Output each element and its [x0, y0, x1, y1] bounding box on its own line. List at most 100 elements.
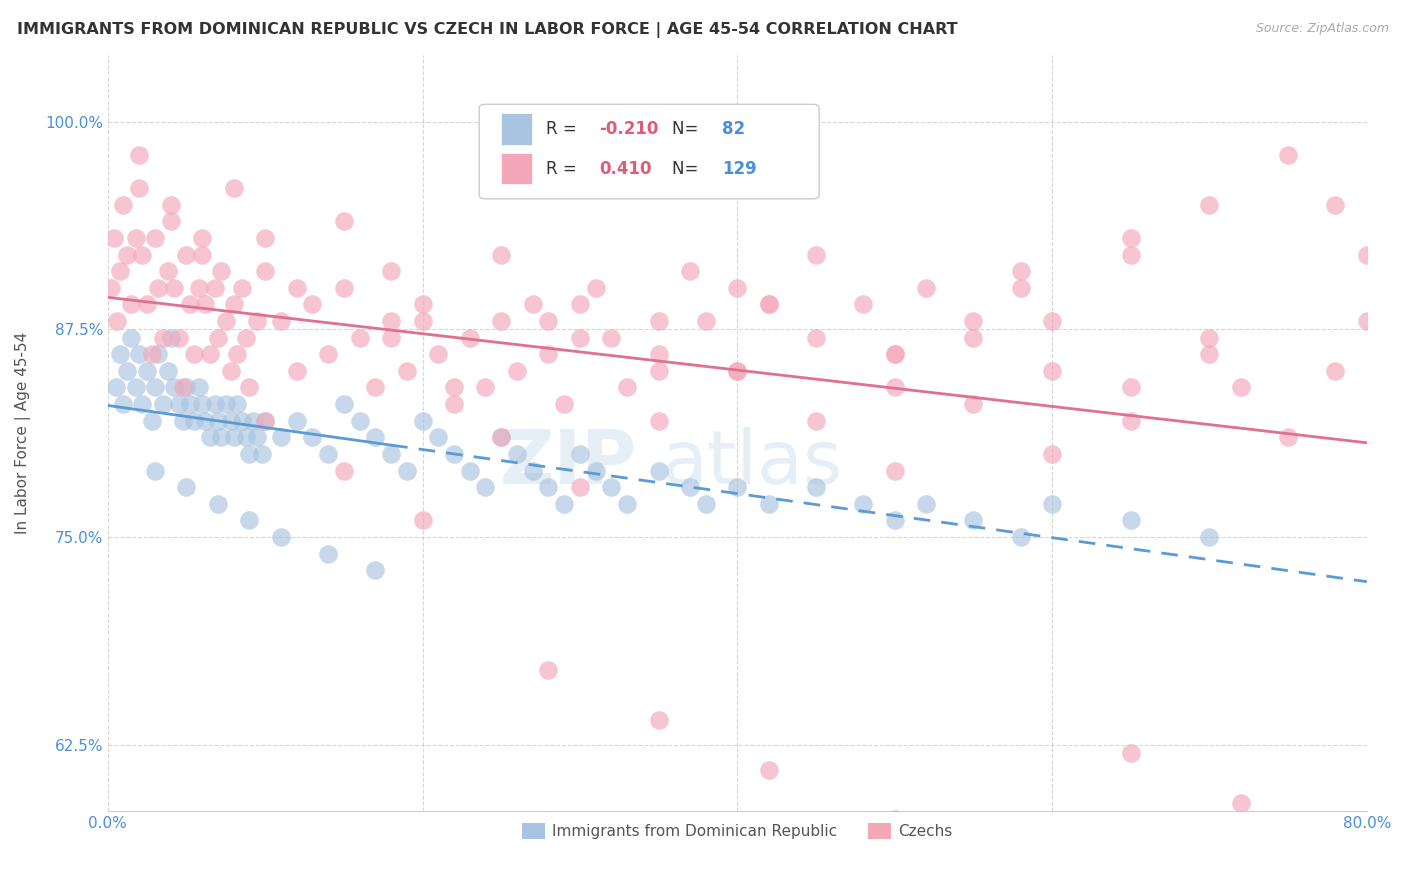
Point	[1119, 414, 1142, 428]
Point	[616, 497, 638, 511]
Point	[883, 813, 905, 827]
Point	[1040, 497, 1063, 511]
Point	[235, 330, 257, 344]
Point	[962, 330, 984, 344]
Point	[568, 297, 591, 311]
Point	[167, 330, 190, 344]
Point	[128, 347, 150, 361]
Point	[238, 447, 260, 461]
Text: ZIP: ZIP	[499, 427, 637, 500]
Point	[883, 380, 905, 394]
Point	[412, 513, 434, 527]
Point	[522, 297, 544, 311]
Point	[254, 264, 277, 278]
Point	[537, 314, 560, 328]
Point	[188, 281, 211, 295]
Point	[395, 464, 418, 478]
Point	[600, 330, 623, 344]
Point	[537, 480, 560, 494]
Point	[427, 347, 450, 361]
Point	[250, 447, 273, 461]
Point	[962, 513, 984, 527]
Point	[852, 497, 875, 511]
Point	[301, 297, 323, 311]
FancyBboxPatch shape	[479, 104, 820, 199]
Point	[725, 364, 748, 378]
Point	[1324, 846, 1347, 860]
Point	[1010, 530, 1032, 544]
Text: 82: 82	[723, 120, 745, 138]
Point	[758, 497, 780, 511]
Point	[176, 380, 198, 394]
Point	[141, 414, 163, 428]
Point	[254, 414, 277, 428]
Point	[131, 397, 153, 411]
Point	[141, 347, 163, 361]
Point	[270, 430, 292, 444]
Point	[246, 430, 269, 444]
Text: Source: ZipAtlas.com: Source: ZipAtlas.com	[1256, 22, 1389, 36]
Point	[553, 397, 575, 411]
Point	[364, 430, 387, 444]
Point	[125, 380, 148, 394]
Point	[105, 314, 128, 328]
Point	[225, 347, 247, 361]
Point	[380, 314, 402, 328]
Point	[146, 281, 169, 295]
FancyBboxPatch shape	[501, 113, 531, 145]
Point	[679, 264, 702, 278]
Point	[143, 464, 166, 478]
Point	[458, 464, 481, 478]
Point	[474, 380, 496, 394]
Point	[333, 281, 356, 295]
Point	[179, 397, 201, 411]
Point	[804, 480, 827, 494]
Point	[395, 364, 418, 378]
Point	[1230, 796, 1253, 810]
Point	[204, 281, 226, 295]
Point	[1119, 380, 1142, 394]
Point	[146, 347, 169, 361]
Point	[131, 247, 153, 261]
Point	[412, 297, 434, 311]
Point	[962, 314, 984, 328]
Point	[458, 330, 481, 344]
Point	[647, 713, 669, 727]
Point	[568, 447, 591, 461]
Text: N=: N=	[672, 120, 703, 138]
Point	[204, 397, 226, 411]
Text: R =: R =	[546, 120, 582, 138]
Point	[506, 364, 529, 378]
Point	[364, 380, 387, 394]
Point	[1119, 247, 1142, 261]
Text: 0.410: 0.410	[599, 160, 651, 178]
Point	[176, 247, 198, 261]
Point	[143, 231, 166, 245]
Point	[238, 513, 260, 527]
Point	[136, 297, 159, 311]
Point	[1324, 197, 1347, 211]
Point	[183, 347, 205, 361]
Text: atlas: atlas	[662, 427, 842, 500]
Point	[695, 497, 717, 511]
Point	[231, 281, 253, 295]
Point	[349, 414, 371, 428]
Point	[962, 397, 984, 411]
Text: 129: 129	[723, 160, 756, 178]
Point	[333, 397, 356, 411]
Point	[600, 480, 623, 494]
Point	[207, 497, 229, 511]
Point	[1119, 513, 1142, 527]
Y-axis label: In Labor Force | Age 45-54: In Labor Force | Age 45-54	[15, 332, 31, 534]
Point	[152, 397, 174, 411]
Point	[231, 414, 253, 428]
Point	[222, 430, 245, 444]
Point	[163, 380, 186, 394]
Point	[301, 430, 323, 444]
Point	[1198, 530, 1220, 544]
Point	[537, 663, 560, 677]
Point	[316, 547, 339, 561]
Point	[242, 414, 264, 428]
Point	[194, 414, 217, 428]
Point	[1277, 430, 1299, 444]
